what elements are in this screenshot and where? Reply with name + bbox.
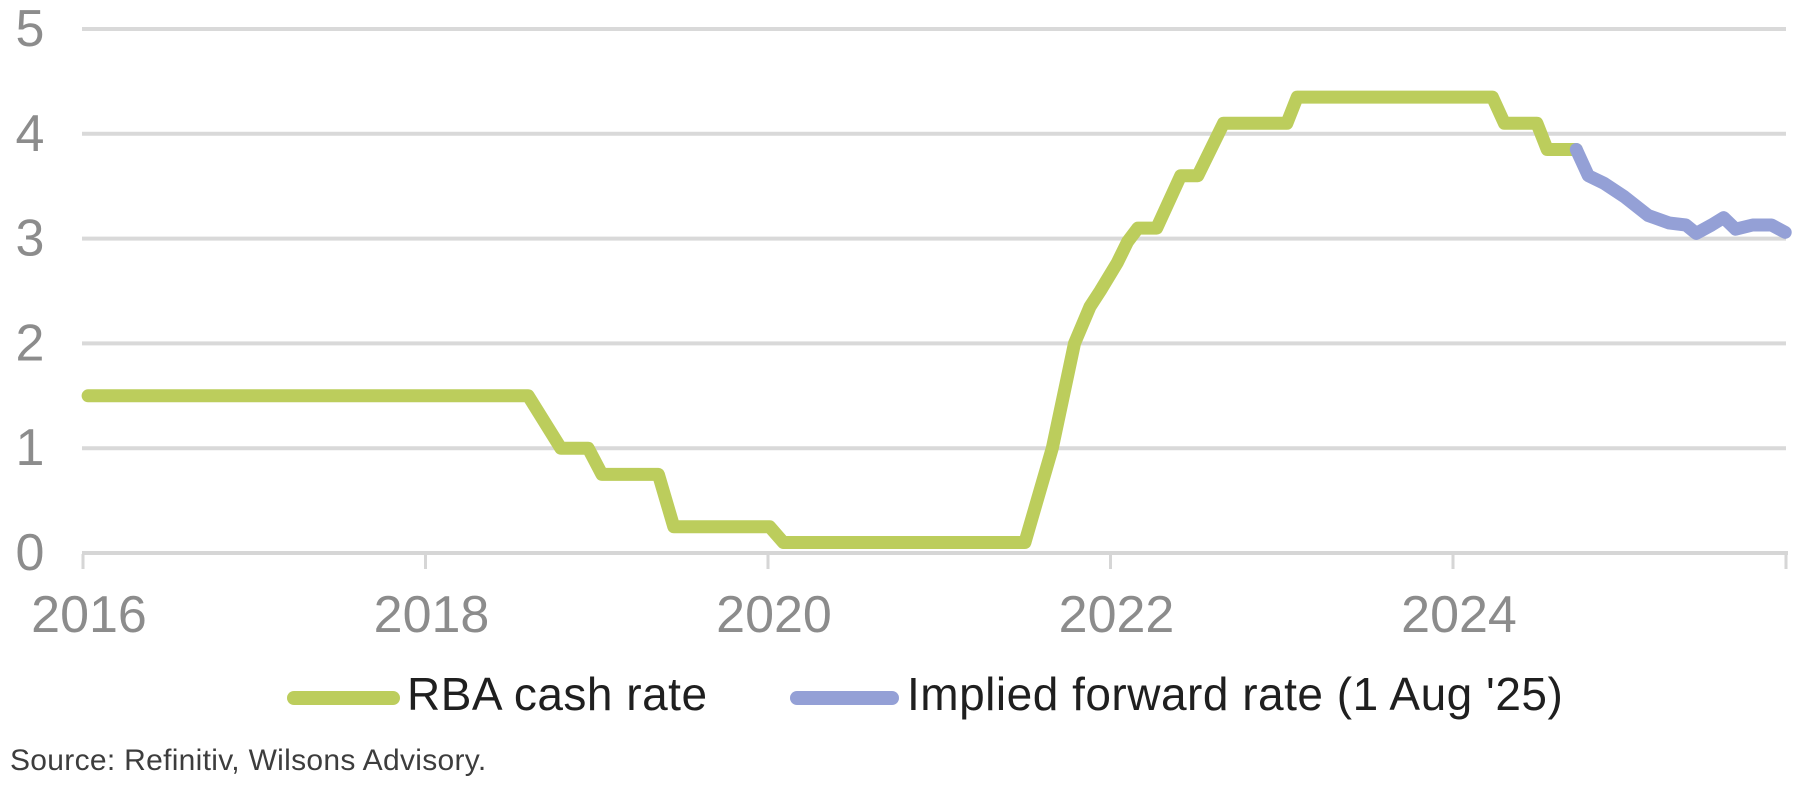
source-note: Source: Refinitiv, Wilsons Advisory.	[10, 744, 487, 777]
y-tick-label: 4	[16, 105, 45, 163]
legend-swatch-implied-forward-rate	[790, 691, 899, 705]
x-tick-label: 2020	[716, 586, 832, 644]
x-tick-label: 2016	[31, 586, 147, 644]
legend-label-implied-forward-rate: Implied forward rate (1 Aug '25)	[907, 668, 1564, 720]
y-tick-label: 2	[16, 314, 45, 372]
y-tick-label: 0	[16, 524, 45, 582]
legend-label-rba-cash-rate: RBA cash rate	[407, 668, 708, 720]
implied-forward-rate-line	[1569, 143, 1792, 240]
chart-plot-area: 0 1 2 3 4 5 2016 2018 2020 2022 2024	[16, 0, 1792, 644]
y-tick-label: 3	[16, 210, 45, 268]
x-tick-label: 2018	[374, 586, 490, 644]
x-tick-label: 2024	[1401, 586, 1517, 644]
y-tick-label: 5	[16, 0, 45, 58]
y-tick-label: 1	[16, 419, 45, 477]
x-tick-label: 2022	[1059, 586, 1175, 644]
legend-swatch-rba-cash-rate	[287, 691, 400, 705]
rba-cash-rate-line	[81, 90, 1583, 549]
